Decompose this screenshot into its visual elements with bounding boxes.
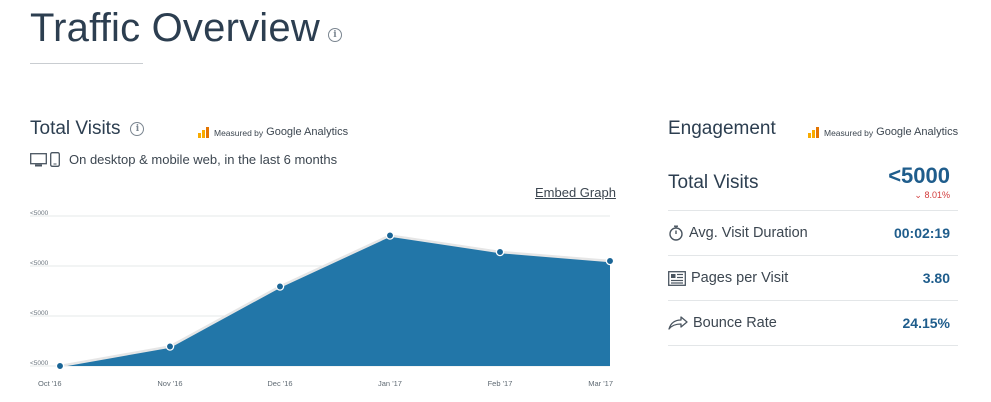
pages-per-visit-label: Pages per Visit — [691, 270, 789, 286]
chevron-down-icon: ⌄ — [914, 189, 922, 200]
visits-line — [59, 234, 611, 368]
page-title: Traffic Overview — [30, 6, 320, 50]
total-visits-value: <5000 — [888, 162, 950, 188]
google-analytics-icon — [808, 127, 820, 138]
data-point[interactable] — [275, 282, 285, 291]
avg-visit-duration-value: 00:02:19 — [893, 225, 950, 241]
total-visits-metric: <5000 ⌄ 8.01% — [888, 162, 950, 201]
pages-per-visit-value: 3.80 — [922, 270, 950, 286]
device-filter-info: On desktop & mobile web, in the last 6 m… — [30, 152, 337, 167]
engagement-row: Avg. Visit Duration 00:02:19 — [668, 211, 958, 256]
data-point[interactable] — [385, 231, 395, 240]
engagement-row: Pages per Visit 3.80 — [668, 256, 958, 301]
y-tick-label: <5000 — [30, 260, 49, 267]
title-divider — [30, 63, 143, 64]
bounce-rate-value: 24.15% — [902, 315, 950, 331]
x-tick-label: Oct '16 — [38, 379, 62, 388]
google-analytics-badge: Measured by Google Analytics — [808, 126, 958, 138]
x-tick-label: Mar '17 — [588, 379, 613, 388]
metric-label: Bounce Rate — [668, 315, 777, 331]
data-point[interactable] — [165, 342, 175, 351]
metric-label: Avg. Visit Duration — [668, 225, 808, 241]
google-analytics-label: Google Analytics — [266, 126, 349, 138]
total-visits-change: ⌄ 8.01% — [888, 190, 950, 201]
mobile-icon — [50, 152, 60, 167]
total-visits-header: Total Visits i — [30, 118, 145, 140]
info-icon[interactable]: i — [327, 28, 342, 42]
device-description: On desktop & mobile web, in the last 6 m… — [69, 152, 338, 167]
pages-icon — [668, 270, 686, 286]
y-tick-label: <5000 — [30, 360, 49, 367]
measured-by-label: Measured by — [824, 128, 874, 138]
engagement-title: Engagement — [668, 118, 776, 139]
data-point[interactable] — [55, 361, 65, 371]
avg-visit-duration-label: Avg. Visit Duration — [689, 225, 808, 241]
engagement-row: Bounce Rate 24.15% — [668, 301, 958, 346]
total-visits-label: Total Visits — [668, 171, 759, 193]
x-tick-label: Dec '16 — [267, 379, 292, 388]
data-point[interactable] — [495, 247, 505, 257]
metric-label: Pages per Visit — [668, 270, 788, 286]
x-tick-label: Feb '17 — [488, 379, 513, 388]
info-icon[interactable]: i — [130, 122, 145, 136]
change-percent: 8.01% — [924, 189, 950, 200]
x-tick-label: Jan '17 — [378, 379, 402, 388]
bounce-rate-label: Bounce Rate — [693, 315, 777, 331]
measured-by-label: Measured by — [214, 128, 264, 138]
data-point[interactable] — [605, 256, 615, 266]
engagement-header: Engagement — [668, 118, 776, 140]
desktop-icon — [30, 152, 47, 166]
visits-area — [60, 235, 610, 366]
embed-graph-link[interactable]: Embed Graph — [535, 185, 616, 200]
total-visits-title: Total Visits — [30, 118, 121, 139]
y-tick-label: <5000 — [30, 310, 49, 317]
bounce-arrow-icon — [668, 316, 688, 330]
google-analytics-badge: Measured by Google Analytics — [198, 126, 348, 138]
page-header: Traffic Overview i — [30, 4, 342, 52]
y-tick-label: <5000 — [30, 210, 49, 217]
stopwatch-icon — [669, 225, 683, 241]
x-tick-label: Nov '16 — [157, 379, 182, 388]
google-analytics-label: Google Analytics — [876, 126, 959, 138]
engagement-total-visits: Total Visits <5000 ⌄ 8.01% — [668, 155, 958, 211]
google-analytics-icon — [198, 127, 210, 138]
total-visits-chart: <5000 <5000 <5000 <5000 Oct '16 Nov '16 Dec '… — [30, 210, 615, 388]
